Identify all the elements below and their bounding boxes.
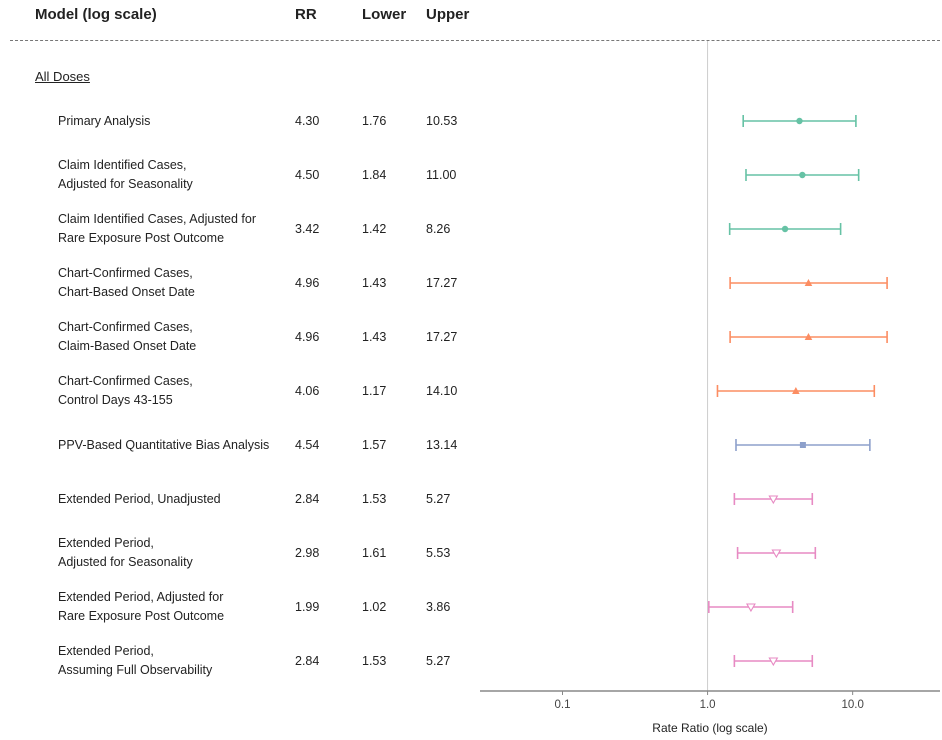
row-label: Chart-Confirmed Cases, Chart-Based Onset… bbox=[58, 266, 195, 299]
row-upper: 5.27 bbox=[426, 654, 451, 668]
row-lower: 1.53 bbox=[362, 492, 387, 506]
row-lower: 1.61 bbox=[362, 546, 387, 560]
point-estimate bbox=[745, 603, 756, 613]
point-estimate bbox=[799, 171, 806, 179]
row-lower: 1.57 bbox=[362, 438, 387, 452]
row-lower: 1.02 bbox=[362, 600, 387, 614]
row-rr: 1.99 bbox=[295, 600, 320, 614]
row-lower: 1.43 bbox=[362, 276, 387, 290]
header-model: Model (log scale) bbox=[35, 6, 157, 23]
header-rr: RR bbox=[295, 6, 317, 23]
point-estimate bbox=[781, 225, 789, 233]
x-tick-label: 1.0 bbox=[700, 699, 716, 711]
header-divider bbox=[10, 40, 940, 41]
row-lower: 1.43 bbox=[362, 330, 387, 344]
row-upper: 3.86 bbox=[426, 600, 451, 614]
table-row: Claim Identified Cases, Adjusted for Sea… bbox=[0, 153, 480, 197]
table-row: Extended Period, Unadjusted 2.84 1.53 5.27 bbox=[0, 477, 480, 521]
row-upper: 11.00 bbox=[426, 168, 457, 182]
point-estimate bbox=[771, 549, 782, 559]
row-label: Claim Identified Cases, Adjusted for Rar… bbox=[58, 212, 257, 245]
row-lower: 1.53 bbox=[362, 654, 387, 668]
row-label: Chart-Confirmed Cases, Control Days 43-1… bbox=[58, 374, 193, 407]
header-lower: Lower bbox=[362, 6, 407, 23]
row-rr: 2.84 bbox=[295, 654, 320, 668]
row-rr: 2.84 bbox=[295, 492, 320, 506]
point-estimate bbox=[804, 333, 813, 340]
x-axis-title: Rate Ratio (log scale) bbox=[652, 721, 768, 735]
row-lower: 1.84 bbox=[362, 168, 387, 182]
row-label: Extended Period, Assuming Full Observabi… bbox=[58, 644, 213, 677]
group-label: All Doses bbox=[35, 69, 90, 84]
row-label: Extended Period, Adjusted for Seasonalit… bbox=[58, 536, 193, 569]
x-tick-label: 0.1 bbox=[554, 699, 570, 711]
row-rr: 4.30 bbox=[295, 114, 320, 128]
table-row: Extended Period, Adjusted for Rare Expos… bbox=[0, 585, 480, 629]
row-lower: 1.42 bbox=[362, 222, 387, 236]
row-rr: 4.06 bbox=[295, 384, 320, 398]
row-upper: 17.27 bbox=[426, 330, 458, 344]
row-rr: 2.98 bbox=[295, 546, 320, 560]
row-label: Extended Period, Unadjusted bbox=[58, 491, 221, 506]
row-upper: 8.26 bbox=[426, 222, 451, 236]
table-row: Chart-Confirmed Cases, Chart-Based Onset… bbox=[0, 261, 480, 305]
row-upper: 17.27 bbox=[426, 276, 458, 290]
row-lower: 1.17 bbox=[362, 384, 387, 398]
point-estimate bbox=[768, 495, 779, 505]
table-row: Chart-Confirmed Cases, Claim-Based Onset… bbox=[0, 315, 480, 359]
table-row: Extended Period, Adjusted for Seasonalit… bbox=[0, 531, 480, 575]
row-upper: 5.53 bbox=[426, 546, 451, 560]
row-lower: 1.76 bbox=[362, 114, 387, 128]
row-upper: 14.10 bbox=[426, 384, 458, 398]
row-label: Chart-Confirmed Cases, Claim-Based Onset… bbox=[58, 320, 197, 353]
table-row: Primary Analysis 4.30 1.76 10.53 bbox=[0, 99, 480, 143]
point-estimate bbox=[804, 279, 813, 286]
row-upper: 5.27 bbox=[426, 492, 451, 506]
row-rr: 4.96 bbox=[295, 276, 320, 290]
row-rr: 4.54 bbox=[295, 438, 320, 452]
point-estimate bbox=[792, 387, 800, 394]
header-upper: Upper bbox=[426, 6, 470, 23]
table-row: Chart-Confirmed Cases, Control Days 43-1… bbox=[0, 369, 480, 413]
row-rr: 4.96 bbox=[295, 330, 320, 344]
row-label: Claim Identified Cases, Adjusted for Sea… bbox=[58, 158, 193, 191]
row-label: PPV-Based Quantitative Bias Analysis bbox=[58, 437, 270, 452]
point-estimate bbox=[799, 442, 806, 448]
row-rr: 4.50 bbox=[295, 168, 320, 182]
row-upper: 13.14 bbox=[426, 438, 458, 452]
row-label: Extended Period, Adjusted for Rare Expos… bbox=[58, 590, 225, 623]
table-row: Claim Identified Cases, Adjusted for Rar… bbox=[0, 207, 480, 251]
row-upper: 10.53 bbox=[426, 114, 458, 128]
point-estimate bbox=[796, 117, 803, 125]
row-rr: 3.42 bbox=[295, 222, 320, 236]
table-row: PPV-Based Quantitative Bias Analysis 4.54… bbox=[0, 423, 480, 467]
row-label: Primary Analysis bbox=[58, 113, 151, 128]
table-row: Extended Period, Assuming Full Observabi… bbox=[0, 639, 480, 683]
point-estimate bbox=[768, 657, 779, 667]
x-tick-label: 10.0 bbox=[841, 699, 863, 711]
